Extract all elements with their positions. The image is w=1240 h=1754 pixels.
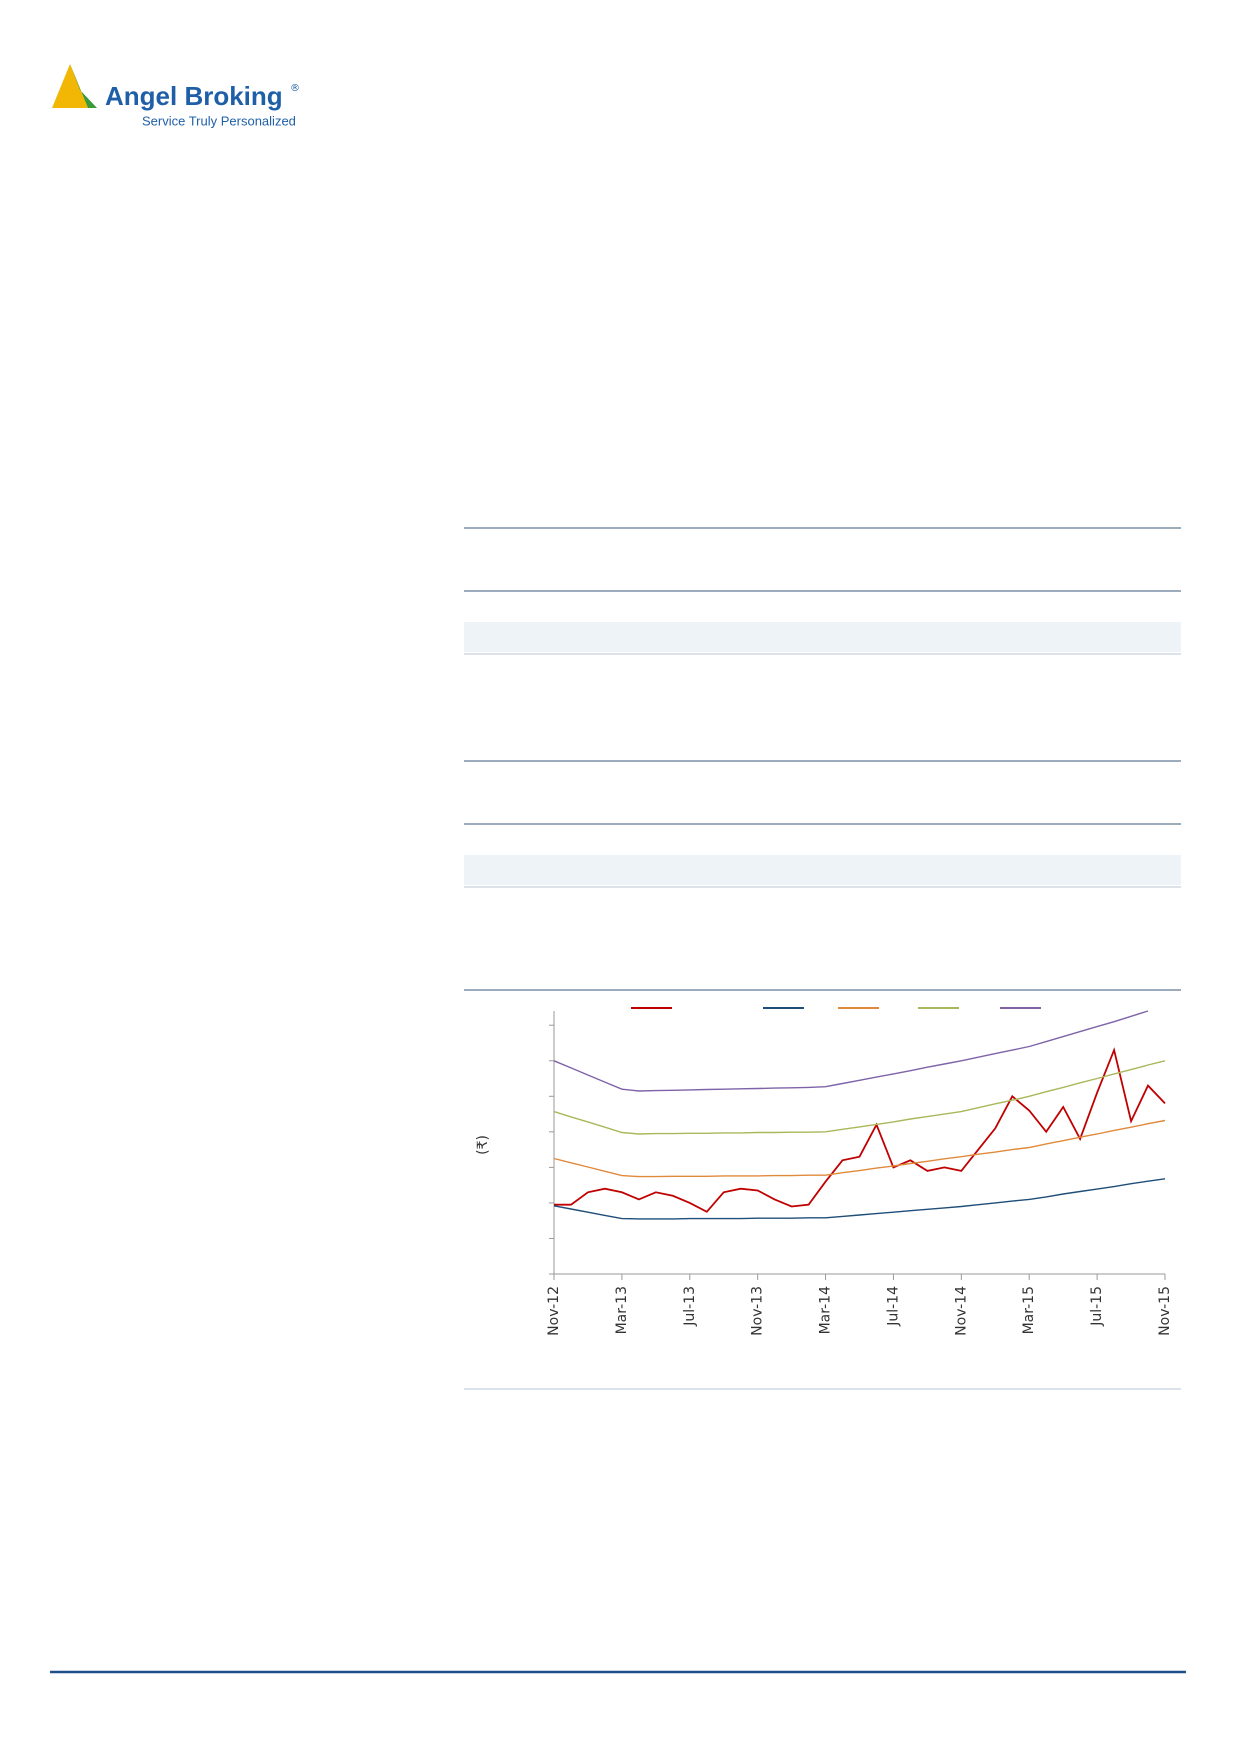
chart: Nov-12 Mar-13 Jul-13 Nov-13 Mar-14 Jul-14 Nov-…	[475, 1007, 1173, 1336]
table-band	[464, 855, 1181, 885]
x-tick-label: Nov-12	[546, 1286, 562, 1336]
x-tick-label: Jul-13	[682, 1286, 698, 1327]
table-band	[464, 622, 1181, 652]
logo-tagline: Service Truly Personalized	[142, 113, 296, 128]
x-tick-label: Jul-14	[885, 1286, 901, 1327]
series-line	[553, 1060, 1166, 1135]
y-axis-label: (₹)	[475, 1135, 491, 1155]
x-tick-label: Mar-14	[818, 1286, 834, 1334]
series-line	[553, 1178, 1166, 1220]
series-line	[553, 1119, 1166, 1178]
x-tick-label: Nov-15	[1157, 1286, 1173, 1336]
series-line	[553, 1010, 1149, 1092]
x-tick-label: Nov-13	[750, 1286, 766, 1336]
x-tick-label: Mar-15	[1021, 1286, 1037, 1334]
table-rules	[464, 527, 1181, 991]
logo-brand: Angel Broking	[105, 81, 283, 111]
logo-triangle	[52, 64, 88, 108]
x-tick-label: Jul-15	[1089, 1286, 1105, 1327]
logo: Angel Broking ® Service Truly Personaliz…	[52, 64, 300, 128]
x-tick-label: Mar-13	[614, 1286, 630, 1334]
x-tick-label: Nov-14	[953, 1286, 969, 1336]
series-line	[554, 1047, 1166, 1213]
logo-mark: ®	[290, 83, 300, 94]
